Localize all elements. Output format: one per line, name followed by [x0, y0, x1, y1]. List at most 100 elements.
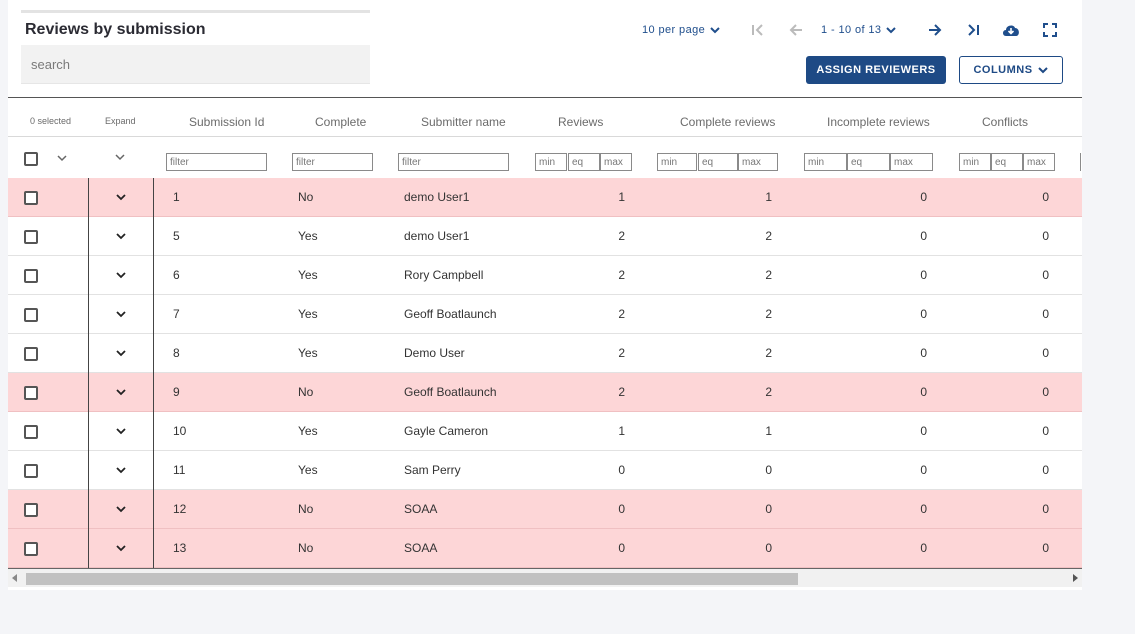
cell-conflicts: 0 — [1042, 541, 1049, 555]
row-checkbox[interactable] — [24, 503, 38, 517]
cell-submission-id: 13 — [173, 541, 187, 555]
table-row[interactable]: 13 No SOAA 0 0 0 0 — [8, 529, 1082, 568]
search-input[interactable] — [21, 45, 370, 84]
per-page-select[interactable]: 10 per page — [642, 20, 722, 40]
cell-submitter-name: Gayle Cameron — [404, 424, 489, 438]
filter-conflicts-eq[interactable] — [991, 153, 1023, 171]
page-range-select[interactable]: 1 - 10 of 13 — [821, 20, 898, 40]
filter-conflicts-max[interactable] — [1023, 153, 1055, 171]
row-checkbox[interactable] — [24, 269, 38, 283]
selected-count: 0 selected — [30, 116, 72, 126]
row-checkbox[interactable] — [24, 464, 38, 478]
row-checkbox[interactable] — [24, 230, 38, 244]
next-page-button[interactable] — [925, 20, 945, 40]
chevron-down-icon[interactable] — [115, 506, 127, 514]
cloud-download-icon — [1003, 25, 1019, 36]
filter-complete-reviews-max[interactable] — [738, 153, 778, 171]
column-header-complete[interactable]: Complete — [315, 115, 367, 129]
chevron-down-icon[interactable] — [115, 311, 127, 319]
chevron-down-icon[interactable] — [115, 350, 127, 358]
cell-incomplete-reviews: 0 — [920, 190, 927, 204]
cell-complete: Yes — [298, 463, 318, 477]
filter-reviews-max[interactable] — [600, 153, 632, 171]
filter-incomplete-reviews-max[interactable] — [890, 153, 933, 171]
cell-complete-reviews: 2 — [765, 346, 772, 360]
chevron-down-icon[interactable] — [115, 467, 127, 475]
filter-incomplete-reviews-eq[interactable] — [847, 153, 890, 171]
column-header-reviews[interactable]: Reviews — [558, 115, 604, 129]
filter-submitter-name[interactable] — [398, 153, 509, 171]
cell-submission-id: 6 — [173, 268, 180, 282]
cell-incomplete-reviews: 0 — [920, 541, 927, 555]
horizontal-scrollbar[interactable] — [8, 569, 1082, 587]
row-checkbox[interactable] — [24, 308, 38, 322]
column-divider — [88, 178, 89, 568]
scroll-right-arrow-icon[interactable] — [1073, 574, 1078, 582]
cell-submitter-name: SOAA — [404, 541, 438, 555]
chevron-down-icon[interactable] — [115, 233, 127, 241]
select-all-checkbox[interactable] — [24, 152, 38, 166]
cell-complete-reviews: 0 — [765, 463, 772, 477]
row-checkbox[interactable] — [24, 347, 38, 361]
row-checkbox[interactable] — [24, 425, 38, 439]
cell-complete: Yes — [298, 424, 318, 438]
cell-conflicts: 0 — [1042, 307, 1049, 321]
chevron-down-icon[interactable] — [115, 389, 127, 397]
chevron-down-icon[interactable] — [115, 545, 127, 553]
row-checkbox[interactable] — [24, 386, 38, 400]
column-header-submission-id[interactable]: Submission Id — [189, 115, 265, 129]
chevron-down-icon[interactable] — [115, 272, 127, 280]
title-divider — [21, 10, 370, 13]
column-header-submitter-name[interactable]: Submitter name — [421, 115, 506, 129]
table-row[interactable]: 8 Yes Demo User 2 2 0 0 — [8, 334, 1082, 373]
table-row[interactable]: 11 Yes Sam Perry 0 0 0 0 — [8, 451, 1082, 490]
table-bottom-divider — [8, 568, 1082, 569]
table-row[interactable]: 12 No SOAA 0 0 0 0 — [8, 490, 1082, 529]
cell-complete: Yes — [298, 268, 318, 282]
cell-complete-reviews: 2 — [765, 229, 772, 243]
row-checkbox[interactable] — [24, 191, 38, 205]
chevron-down-icon[interactable] — [115, 194, 127, 202]
columns-button[interactable]: COLUMNS — [959, 56, 1063, 84]
prev-page-button[interactable] — [786, 20, 806, 40]
cell-incomplete-reviews: 0 — [920, 346, 927, 360]
reviews-panel: Reviews by submission 10 per page 1 - 10… — [8, 0, 1082, 590]
filter-incomplete-reviews-min[interactable] — [804, 153, 847, 171]
column-header-conflicts[interactable]: Conflicts — [982, 115, 1029, 129]
column-divider — [153, 178, 154, 568]
table-row[interactable]: 6 Yes Rory Campbell 2 2 0 0 — [8, 256, 1082, 295]
scrollbar-thumb[interactable] — [26, 573, 798, 585]
scroll-left-arrow-icon[interactable] — [12, 574, 17, 582]
table-row[interactable]: 7 Yes Geoff Boatlaunch 2 2 0 0 — [8, 295, 1082, 334]
table-row[interactable]: 5 Yes demo User1 2 2 0 0 — [8, 217, 1082, 256]
filter-complete[interactable] — [292, 153, 373, 171]
assign-reviewers-button[interactable]: ASSIGN REVIEWERS — [806, 56, 946, 84]
fullscreen-button[interactable] — [1040, 20, 1060, 40]
filter-submission-id[interactable] — [166, 153, 267, 171]
cell-complete-reviews: 0 — [765, 502, 772, 516]
first-page-button[interactable] — [748, 20, 768, 40]
filter-reviews-min[interactable] — [535, 153, 567, 171]
table-body: 1 No demo User1 1 1 0 0 5 Yes demo User1 2 2 0 0 6 Yes R… — [8, 178, 1082, 568]
table-row[interactable]: 9 No Geoff Boatlaunch 2 2 0 0 — [8, 373, 1082, 412]
table-row[interactable]: 10 Yes Gayle Cameron 1 1 0 0 — [8, 412, 1082, 451]
cell-complete: No — [298, 541, 314, 555]
cell-submitter-name: demo User1 — [404, 229, 470, 243]
column-header-incomplete-reviews[interactable]: Incomplete reviews — [827, 115, 930, 129]
filter-complete-reviews-eq[interactable] — [698, 153, 738, 171]
table-row[interactable]: 1 No demo User1 1 1 0 0 — [8, 178, 1082, 217]
cell-reviews: 2 — [618, 307, 625, 321]
chevron-down-icon[interactable] — [56, 155, 68, 163]
row-checkbox[interactable] — [24, 542, 38, 556]
cell-complete: Yes — [298, 346, 318, 360]
download-button[interactable] — [1001, 20, 1021, 40]
filter-complete-reviews-min[interactable] — [657, 153, 697, 171]
chevron-down-icon[interactable] — [114, 154, 126, 162]
column-header-complete-reviews[interactable]: Complete reviews — [680, 115, 776, 129]
filter-conflicts-min[interactable] — [959, 153, 991, 171]
filter-row — [8, 137, 1082, 178]
last-page-button[interactable] — [963, 20, 983, 40]
chevron-down-icon[interactable] — [115, 428, 127, 436]
cell-submission-id: 12 — [173, 502, 187, 516]
filter-reviews-eq[interactable] — [568, 153, 600, 171]
